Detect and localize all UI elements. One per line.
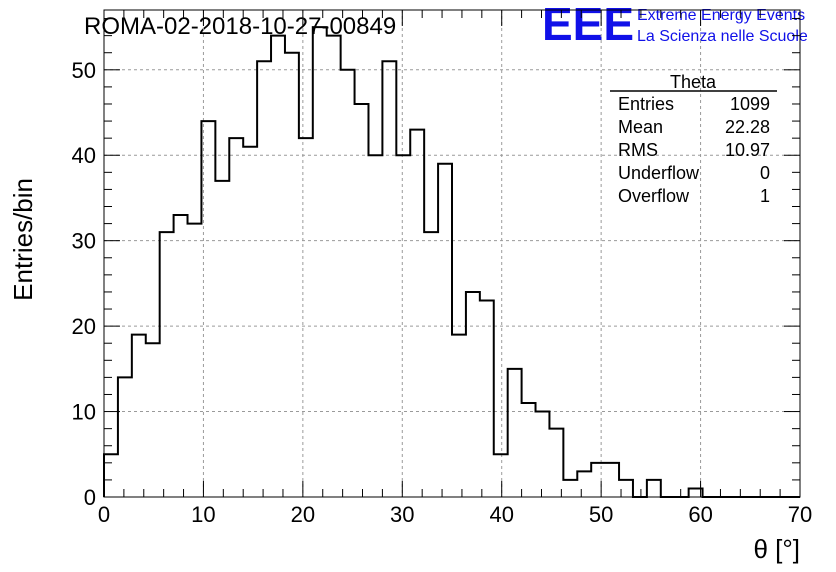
eee-logo: EEE (542, 0, 634, 50)
histogram-bin (104, 454, 118, 497)
histogram-bin (132, 335, 146, 497)
stats-label-mean: Mean (618, 117, 663, 137)
stats-label-underflow: Underflow (618, 163, 700, 183)
histogram-bin (118, 377, 132, 497)
stats-value-rms: 10.97 (725, 140, 770, 160)
histogram-bin (160, 232, 174, 497)
x-tick-label: 20 (291, 502, 315, 527)
x-tick-label: 60 (688, 502, 712, 527)
y-tick-label: 10 (72, 400, 96, 425)
histogram-bin (174, 215, 188, 497)
y-tick-label: 20 (72, 314, 96, 339)
histogram-bin (313, 27, 327, 497)
histogram-bin (563, 480, 577, 497)
histogram-bin (508, 369, 522, 497)
stats-box: Theta Entries 1099 Mean 22.28 RMS 10.97 Underf… (610, 72, 777, 206)
chart-title: ROMA-02-2018-10-27-00849 (84, 13, 396, 40)
logo-line-2: La Scienza nelle Scuole (637, 28, 808, 45)
axis-ticks (103, 10, 801, 498)
histogram-bin (605, 463, 619, 497)
histogram-bin (341, 70, 355, 497)
stats-label-overflow: Overflow (618, 186, 690, 206)
histogram-series (103, 26, 800, 498)
x-tick-label: 0 (98, 502, 110, 527)
histogram-bin (201, 121, 215, 497)
histogram-bin (424, 232, 438, 497)
histogram-bin (271, 36, 285, 497)
plot-frame (103, 9, 801, 498)
histogram-bin (285, 53, 299, 497)
stats-value-entries: 1099 (730, 94, 770, 114)
x-tick-label: 50 (589, 502, 613, 527)
histogram-bin (257, 61, 271, 497)
y-tick-label: 0 (84, 485, 96, 510)
histogram-bin (382, 61, 396, 497)
histogram-bin (396, 155, 410, 497)
histogram-bin (536, 412, 550, 497)
y-tick-label: 40 (72, 143, 96, 168)
histogram-bin (299, 138, 313, 497)
histogram-bin (355, 104, 369, 497)
x-axis-label: θ [°] (753, 534, 800, 564)
stats-value-mean: 22.28 (725, 117, 770, 137)
stats-value-overflow: 1 (760, 186, 770, 206)
histogram-bin (549, 429, 563, 497)
histogram-bin (466, 292, 480, 497)
logo-line-1: Extreme Energy Events (637, 7, 805, 24)
stats-label-entries: Entries (618, 94, 674, 114)
histogram-bin (480, 300, 494, 497)
y-axis-label: Entries/bin (8, 178, 38, 301)
x-tick-label: 70 (788, 502, 812, 527)
stats-value-underflow: 0 (760, 163, 770, 183)
histogram-bin (577, 471, 591, 497)
histogram-bin (327, 36, 341, 497)
stats-label-rms: RMS (618, 140, 658, 160)
histogram-bin (410, 130, 424, 497)
x-tick-label: 30 (390, 502, 414, 527)
histogram-bin (647, 480, 661, 497)
histogram-bin (229, 138, 243, 497)
y-tick-label: 50 (72, 58, 96, 83)
y-tick-label: 30 (72, 229, 96, 254)
x-tick-label: 40 (489, 502, 513, 527)
histogram-bin (522, 403, 536, 497)
stats-title: Theta (670, 72, 717, 92)
histogram-bin (452, 335, 466, 497)
histogram-bin (591, 463, 605, 497)
histogram-bin (494, 454, 508, 497)
histogram-bin (215, 181, 229, 497)
histogram-bin (188, 224, 202, 497)
histogram-bin (243, 147, 257, 497)
histogram-bin (146, 343, 160, 497)
x-tick-label: 10 (191, 502, 215, 527)
histogram-bin (438, 164, 452, 497)
histogram-bin (368, 155, 382, 497)
